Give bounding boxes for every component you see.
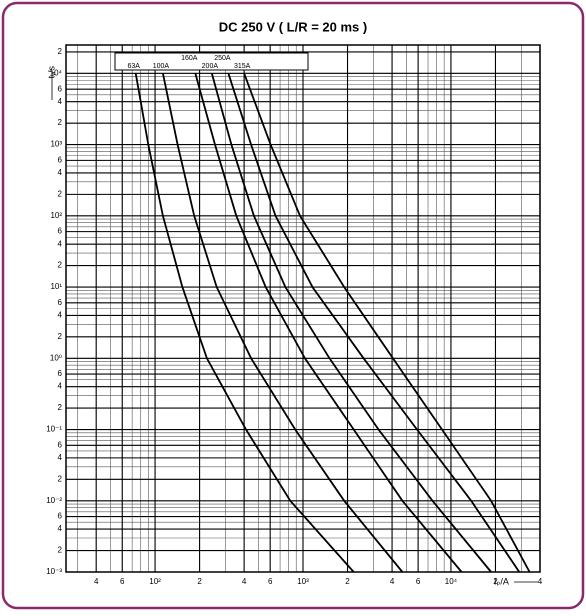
y-tick-label: 10⁴ bbox=[50, 68, 63, 77]
y-tick-label: 10⁻¹ bbox=[46, 425, 62, 434]
y-tick-label: 2 bbox=[58, 332, 63, 341]
y-tick-label: 10⁰ bbox=[50, 353, 62, 362]
x-tick-label: 2 bbox=[345, 577, 350, 586]
curve bbox=[162, 73, 404, 573]
y-tick-label: 10² bbox=[50, 211, 62, 220]
y-tick-label: 2 bbox=[58, 261, 63, 270]
y-tick-label: 10⁻³ bbox=[46, 567, 62, 576]
x-axis-label: Iₚ/A bbox=[494, 576, 509, 586]
legend-label: 63A bbox=[127, 63, 140, 70]
x-tick-label: 6 bbox=[268, 577, 273, 586]
x-tick-label: 6 bbox=[416, 577, 421, 586]
y-tick-label: 2 bbox=[58, 403, 63, 412]
y-tick-label: 4 bbox=[58, 524, 63, 533]
x-tick-label: 10⁴ bbox=[445, 577, 458, 586]
y-tick-label: 4 bbox=[58, 168, 63, 177]
y-tick-label: 4 bbox=[58, 311, 63, 320]
y-tick-label: 6 bbox=[58, 155, 63, 164]
x-tick-label: 10² bbox=[149, 577, 161, 586]
x-tick-label: 2 bbox=[493, 577, 498, 586]
curve bbox=[134, 73, 355, 573]
x-tick-label: 4 bbox=[390, 577, 395, 586]
y-tick-label: 4 bbox=[58, 239, 63, 248]
y-tick-label: 6 bbox=[58, 440, 63, 449]
legend-box bbox=[114, 52, 309, 71]
legend-label: 250A bbox=[214, 55, 231, 62]
x-tick-label: 2 bbox=[197, 577, 202, 586]
y-tick-label: 6 bbox=[58, 227, 63, 236]
y-tick-label: 4 bbox=[58, 97, 63, 106]
legend-label: 160A bbox=[181, 55, 198, 62]
y-tick-label: 4 bbox=[58, 382, 63, 391]
x-tick-label: 4 bbox=[242, 577, 247, 586]
y-tick-label: 10³ bbox=[50, 140, 62, 149]
x-tick-label: 4 bbox=[94, 577, 99, 586]
curve bbox=[210, 73, 492, 573]
curve bbox=[243, 72, 531, 573]
y-axis-label: tᵥ/s bbox=[46, 66, 56, 79]
y-tick-label: 10¹ bbox=[50, 282, 62, 291]
x-tick-label: 10³ bbox=[297, 577, 309, 586]
y-tick-label: 2 bbox=[58, 118, 63, 127]
curve bbox=[194, 73, 463, 573]
y-tick-label: 10⁻² bbox=[46, 496, 62, 505]
x-tick-label: 4 bbox=[538, 577, 543, 586]
x-tick-label: 6 bbox=[120, 577, 125, 586]
curve bbox=[227, 73, 521, 573]
legend-label: 100A bbox=[153, 63, 170, 70]
y-tick-label: 2 bbox=[58, 546, 63, 555]
legend-label: 315A bbox=[234, 63, 251, 70]
y-tick-label: 6 bbox=[58, 369, 63, 378]
y-tick-label: 6 bbox=[58, 512, 63, 521]
y-tick-label: 2 bbox=[58, 47, 63, 56]
y-tick-label: 6 bbox=[58, 84, 63, 93]
y-tick-label: 4 bbox=[58, 453, 63, 462]
chart-title: DC 250 V ( L/R = 20 ms ) bbox=[219, 19, 367, 34]
plot-frame bbox=[65, 44, 541, 573]
y-tick-label: 2 bbox=[58, 189, 63, 198]
y-tick-label: 2 bbox=[58, 474, 63, 483]
y-tick-label: 6 bbox=[58, 298, 63, 307]
legend-label: 200A bbox=[202, 63, 219, 70]
